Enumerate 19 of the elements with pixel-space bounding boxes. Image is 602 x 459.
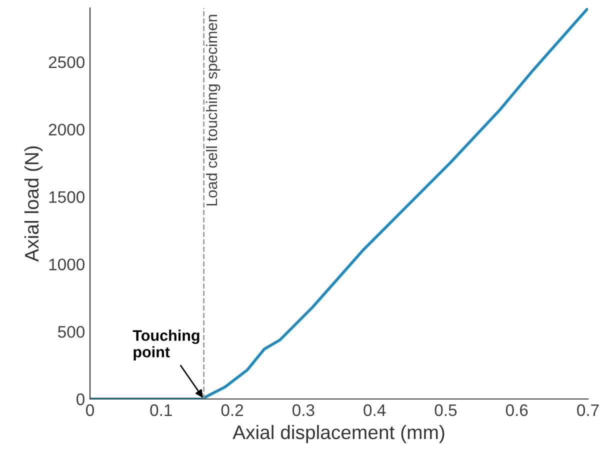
x-tick-label: 0.6	[506, 404, 528, 416]
x-tick-label: 0.1	[150, 404, 172, 416]
y-tick-label: 500	[58, 326, 84, 338]
x-tick-label: 0.2	[221, 404, 244, 416]
annotation: Touching point	[132, 330, 200, 360]
x-tick-label: 0	[86, 404, 94, 416]
y-tick-label: 2500	[48, 56, 84, 68]
ref-line-label: Load cell touching specimen	[206, 14, 220, 206]
x-tick-label: 0.3	[292, 404, 314, 416]
y-tick-label: 1000	[49, 258, 84, 270]
x-axis-title: Axial displacement (mm)	[232, 424, 444, 444]
y-tick-label: 1500	[49, 191, 84, 203]
line-series	[90, 8, 588, 399]
x-tick-label: 0.4	[364, 404, 386, 416]
y-tick-label: 0	[76, 393, 84, 406]
y-tick-label: 2000	[48, 124, 84, 136]
x-tick-label: 0.5	[434, 404, 457, 416]
x-tick-label: 0.7	[577, 404, 599, 416]
y-axis-title: Axial load (N)	[24, 146, 42, 262]
